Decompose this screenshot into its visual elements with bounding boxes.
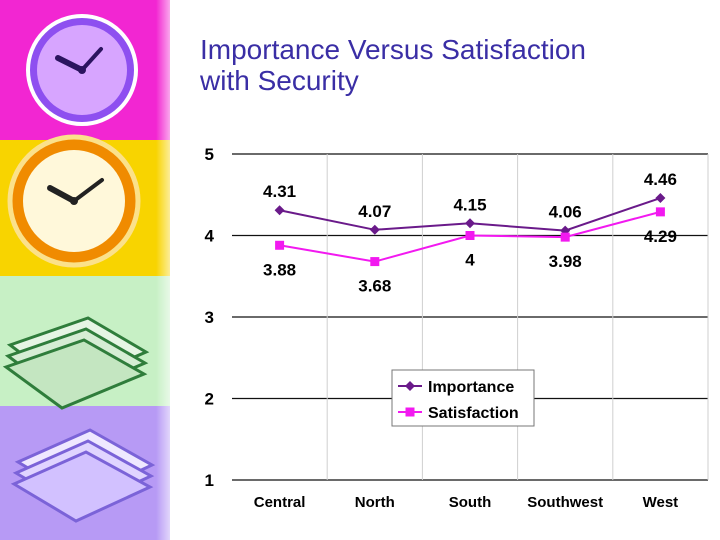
- paper-stack-icon: [10, 428, 156, 523]
- importance-data-label: 4.15: [453, 195, 486, 214]
- satisfaction-data-label: 4: [465, 251, 475, 270]
- satisfaction-point: [370, 257, 380, 267]
- y-axis: 1 2 3 4 5: [205, 145, 215, 490]
- legend-box: [391, 369, 535, 427]
- importance-data-label: 4.31: [263, 182, 296, 201]
- y-tick-label: 2: [205, 390, 214, 409]
- slide-title-line-2: with Security: [200, 65, 359, 96]
- importance-data-label: 4.06: [549, 203, 582, 222]
- side-fade: [156, 0, 188, 540]
- x-tick-label: North: [355, 494, 395, 511]
- importance-point: [655, 193, 666, 204]
- y-tick-label: 3: [205, 308, 214, 327]
- y-tick-label: 4: [205, 227, 215, 246]
- x-tick-label: South: [449, 494, 492, 511]
- satisfaction-legend-label: Satisfaction: [428, 405, 519, 422]
- x-axis: Central North South Southwest West: [254, 494, 678, 511]
- satisfaction-data-label: 4.29: [644, 227, 677, 246]
- satisfaction-data-label: 3.88: [263, 260, 296, 279]
- slide-title-line-1: Importance Versus Satisfaction: [200, 34, 586, 65]
- paper-stack-icon: [2, 316, 150, 410]
- chart-legend: Importance Satisfaction: [391, 369, 535, 427]
- satisfaction-legend-marker: [405, 407, 415, 417]
- satisfaction-point: [560, 232, 570, 242]
- importance-point: [369, 224, 380, 235]
- clock-icon: [26, 14, 138, 126]
- importance-data-label: 4.07: [358, 202, 391, 221]
- satisfaction-data-label: 3.98: [549, 252, 582, 271]
- side-decor-art: [2, 14, 156, 523]
- satisfaction-series: [275, 207, 665, 267]
- importance-point: [465, 218, 475, 229]
- data-labels: 4.31 4.07 4.15 4.06 4.46 3.88 3.68 4 3.98 4.29: [263, 170, 677, 296]
- y-tick-label: 5: [205, 145, 214, 164]
- importance-series: [274, 193, 666, 236]
- satisfaction-point: [655, 207, 665, 217]
- decorative-side-panel: [0, 0, 188, 540]
- importance-legend-marker: [405, 381, 415, 391]
- importance-data-label: 4.46: [644, 170, 677, 189]
- x-tick-label: Southwest: [527, 494, 603, 511]
- satisfaction-point: [275, 240, 285, 250]
- x-tick-label: West: [643, 494, 679, 511]
- slide-title: Importance Versus Satisfaction with Secu…: [200, 34, 700, 96]
- y-tick-label: 1: [205, 471, 214, 490]
- importance-legend-label: Importance: [428, 379, 514, 396]
- x-tick-label: Central: [254, 494, 306, 511]
- satisfaction-data-label: 3.68: [358, 277, 391, 296]
- chart-grid: [232, 153, 709, 481]
- satisfaction-point: [465, 231, 475, 240]
- clock-icon: [7, 134, 141, 268]
- importance-point: [274, 205, 285, 216]
